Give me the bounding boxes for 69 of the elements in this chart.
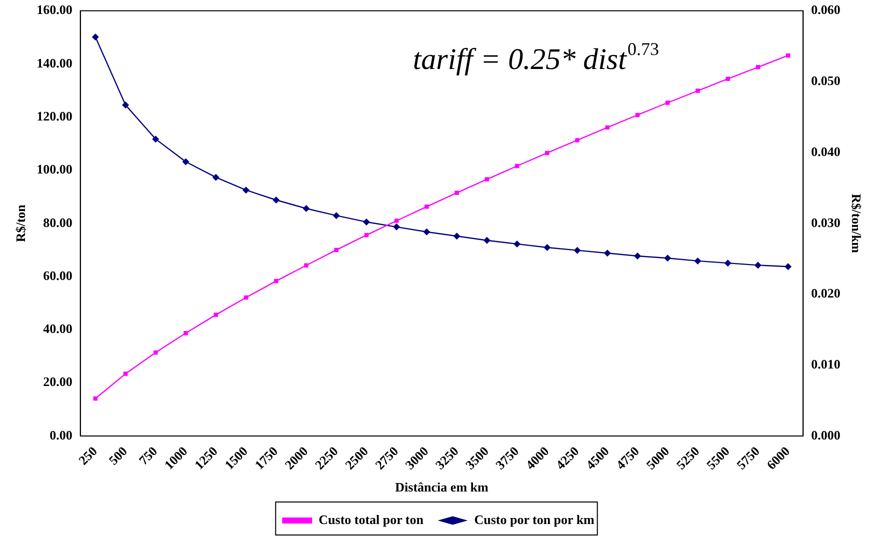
point — [724, 260, 732, 267]
y2-tick-label: 0.020 — [811, 286, 840, 301]
y-axis-title: R$/ton — [13, 204, 28, 242]
x-tick-label: 500 — [106, 443, 130, 468]
point — [334, 248, 338, 252]
point — [214, 312, 218, 317]
point — [484, 177, 490, 182]
point — [394, 218, 399, 223]
x-tick-label: 4000 — [522, 443, 552, 472]
point — [332, 212, 340, 220]
y2-tick-label: 0.060 — [811, 2, 840, 18]
y2-axis-title: R$/ton/km — [848, 194, 864, 254]
y-tick-label: 120.00 — [36, 108, 72, 124]
point — [454, 190, 459, 195]
point — [362, 218, 370, 226]
point — [754, 262, 762, 269]
point — [123, 372, 128, 376]
y2-tick-label: 0.010 — [811, 356, 840, 372]
y2-tick-label: 0.040 — [811, 144, 840, 159]
x-tick-label: 750 — [136, 443, 160, 468]
point — [272, 196, 280, 204]
x-tick-label: 250 — [76, 443, 100, 468]
point — [304, 263, 308, 268]
point — [664, 254, 672, 262]
point — [604, 250, 611, 257]
point — [152, 136, 160, 143]
y-tick-label: 60.00 — [43, 268, 72, 283]
point — [514, 240, 521, 248]
y-tick-label: 140.00 — [36, 55, 72, 70]
x-tick-label: 6000 — [764, 443, 793, 472]
point — [453, 232, 460, 240]
y2-tick-label: 0.050 — [811, 73, 840, 88]
point — [544, 244, 551, 251]
point — [575, 138, 580, 142]
point — [756, 65, 760, 70]
point — [184, 331, 188, 336]
point — [182, 158, 190, 166]
point — [574, 246, 581, 254]
y-tick-label: 40.00 — [43, 321, 72, 336]
point — [242, 186, 250, 194]
point — [666, 100, 670, 105]
x-tick-label: 4750 — [613, 443, 642, 472]
legend-label: Custo por ton por km — [474, 512, 595, 527]
point — [696, 88, 700, 93]
point — [393, 223, 400, 230]
point — [423, 228, 430, 236]
y-tick-label: 100.00 — [36, 162, 72, 177]
y-tick-label: 20.00 — [43, 374, 72, 390]
point — [122, 102, 130, 109]
point — [483, 236, 490, 244]
point — [424, 204, 429, 209]
point — [92, 34, 99, 41]
y2-tick-label: 0.030 — [811, 214, 840, 230]
point — [694, 257, 702, 264]
x-axis-title: Distância em km — [395, 480, 488, 495]
point — [302, 205, 310, 212]
point — [212, 174, 220, 181]
y-tick-label: 0.00 — [50, 427, 72, 442]
y2-tick-label: 0.000 — [811, 427, 840, 442]
legend-label: Custo total por ton — [318, 512, 424, 527]
y-tick-label: 160.00 — [36, 2, 72, 18]
point — [784, 263, 792, 270]
point — [634, 252, 642, 260]
x-tick-label: 4250 — [552, 443, 582, 472]
point — [154, 350, 158, 355]
point — [726, 76, 730, 81]
point — [545, 150, 550, 156]
x-tick-label: 4500 — [582, 443, 612, 472]
y-tick-label: 80.00 — [43, 214, 72, 230]
